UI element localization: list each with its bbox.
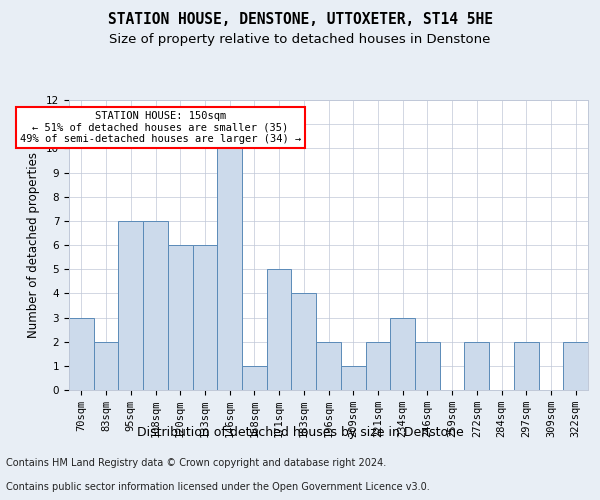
Bar xyxy=(242,366,267,390)
Text: STATION HOUSE, DENSTONE, UTTOXETER, ST14 5HE: STATION HOUSE, DENSTONE, UTTOXETER, ST14… xyxy=(107,12,493,28)
Text: STATION HOUSE: 150sqm
← 51% of detached houses are smaller (35)
49% of semi-deta: STATION HOUSE: 150sqm ← 51% of detached … xyxy=(20,111,301,144)
Y-axis label: Number of detached properties: Number of detached properties xyxy=(28,152,40,338)
Bar xyxy=(292,294,316,390)
Text: Size of property relative to detached houses in Denstone: Size of property relative to detached ho… xyxy=(109,32,491,46)
Bar xyxy=(168,245,193,390)
Bar xyxy=(217,148,242,390)
Bar xyxy=(69,318,94,390)
Bar xyxy=(341,366,365,390)
Bar xyxy=(464,342,489,390)
Bar xyxy=(118,221,143,390)
Text: Contains public sector information licensed under the Open Government Licence v3: Contains public sector information licen… xyxy=(6,482,430,492)
Bar xyxy=(193,245,217,390)
Text: Distribution of detached houses by size in Denstone: Distribution of detached houses by size … xyxy=(137,426,463,439)
Bar xyxy=(316,342,341,390)
Bar xyxy=(514,342,539,390)
Bar xyxy=(143,221,168,390)
Bar xyxy=(267,269,292,390)
Bar xyxy=(94,342,118,390)
Text: Contains HM Land Registry data © Crown copyright and database right 2024.: Contains HM Land Registry data © Crown c… xyxy=(6,458,386,468)
Bar xyxy=(390,318,415,390)
Bar xyxy=(563,342,588,390)
Bar xyxy=(365,342,390,390)
Bar xyxy=(415,342,440,390)
